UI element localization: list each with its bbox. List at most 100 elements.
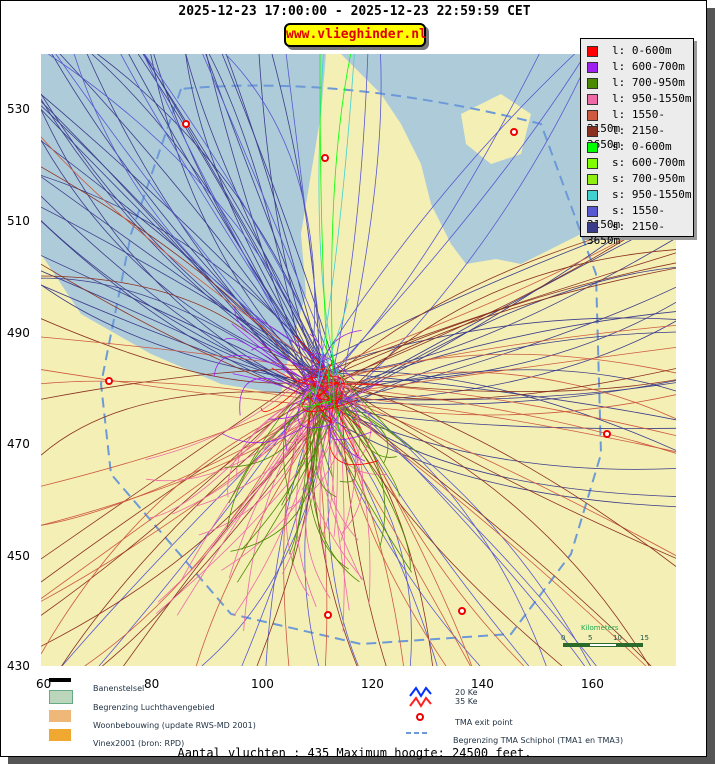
legend-item: l: 700-950m (587, 76, 685, 90)
legend-label: l: 700-950m (612, 76, 685, 89)
flight-track (327, 378, 586, 666)
flight-track (41, 220, 312, 390)
legend-runways: Banenstelsel (93, 684, 145, 693)
flight-track (41, 98, 318, 379)
runway-swatch (49, 678, 71, 682)
flight-track (345, 379, 676, 393)
flight-track (335, 383, 359, 457)
flight-track (338, 387, 361, 421)
flight-track (327, 311, 676, 394)
flight-track (143, 54, 320, 395)
land-texel (461, 94, 531, 164)
flight-track (341, 406, 387, 666)
flight-track (331, 382, 676, 401)
flight-track (328, 405, 379, 466)
legend-swatch (587, 45, 598, 57)
altitude-legend: l: 0-600m l: 600-700m l: 700-950m l: 950-15… (580, 38, 694, 247)
legend-tma-exit: TMA exit point (455, 718, 513, 727)
flight-track (310, 320, 676, 403)
ke-contour-icon (409, 686, 432, 708)
x-tick: 120 (361, 677, 384, 691)
flight-track (333, 402, 338, 537)
x-tick: 140 (471, 677, 494, 691)
legend-swatch (587, 205, 598, 217)
flight-track (305, 395, 340, 599)
tma-exit-point (510, 128, 518, 136)
flight-track (319, 54, 331, 403)
flight-track (311, 262, 676, 386)
flight-track (313, 407, 676, 508)
flight-track (153, 54, 326, 379)
flight-track (41, 393, 329, 647)
flight-track (149, 378, 311, 519)
legend-item: s: 2150-3650m (587, 220, 693, 247)
flight-track (176, 387, 328, 616)
flight-track (337, 376, 345, 632)
flight-track (41, 101, 307, 394)
flight-track (86, 54, 317, 388)
legend-airport: Begrenzing Luchthavengebied (93, 703, 215, 712)
x-tick: 80 (144, 677, 160, 691)
flight-track (311, 353, 355, 381)
flight-track (241, 391, 332, 666)
flight-track (338, 54, 382, 397)
y-tick: 430 (7, 659, 30, 673)
legend-item: s: 700-950m (587, 172, 685, 186)
airport-swatch (49, 690, 73, 704)
legend-label: l: 0-600m (612, 44, 672, 57)
flight-track (185, 54, 336, 396)
y-tick: 450 (7, 549, 30, 563)
legend-item: l: 950-1550m (587, 92, 691, 106)
flight-track (303, 375, 351, 436)
tma-exit-point (105, 377, 113, 385)
flight-track (308, 317, 676, 373)
flight-track (234, 306, 334, 382)
legend-label: s: 700-950m (612, 172, 685, 185)
legend-item: l: 0-600m (587, 44, 672, 58)
flight-track (327, 368, 473, 666)
legend-item: s: 1550-2150m (587, 204, 693, 231)
flight-track (157, 385, 320, 603)
flight-track (309, 372, 676, 567)
scale-title: Kilometers (581, 624, 619, 632)
flight-tracks (41, 54, 676, 666)
flight-track (41, 277, 334, 406)
tma-exit-point (182, 120, 190, 128)
flight-track-map: Kilometers 0 5 10 15 (41, 54, 676, 666)
flight-track (41, 385, 310, 616)
flight-track (322, 381, 361, 429)
flight-track (41, 380, 331, 404)
flight-track (41, 139, 327, 375)
flight-track (41, 206, 329, 372)
flight-track (340, 405, 647, 666)
land-mainland (41, 54, 676, 666)
time-range-title: 2025-12-23 17:00:00 - 2025-12-23 22:59:5… (178, 4, 531, 19)
legend-35ke: 35 Ke (455, 697, 478, 706)
flight-track (333, 380, 676, 559)
flight-track (337, 406, 344, 438)
site-link[interactable]: www.vlieghinder.nl (284, 23, 427, 47)
shadow (8, 757, 715, 764)
tma-exit-points (105, 120, 611, 619)
flight-track (288, 381, 312, 555)
flight-track (41, 370, 314, 560)
flight-track (326, 385, 676, 454)
flight-track (310, 382, 412, 573)
flight-track (41, 369, 335, 407)
flight-track (310, 301, 676, 383)
legend-swatch (587, 125, 598, 137)
flight-track (333, 392, 400, 497)
tma-exit-icon (416, 713, 424, 721)
flight-track (41, 166, 312, 389)
flight-track (260, 370, 318, 413)
x-tick: 160 (581, 677, 604, 691)
flight-track (331, 392, 418, 453)
tma-exit-point (321, 154, 329, 162)
flight-track (306, 398, 412, 666)
tma-boundary-icon (406, 732, 430, 734)
flight-track (345, 378, 360, 473)
flight-track (295, 406, 323, 607)
flight-track (319, 408, 330, 563)
flight-track (316, 388, 650, 666)
